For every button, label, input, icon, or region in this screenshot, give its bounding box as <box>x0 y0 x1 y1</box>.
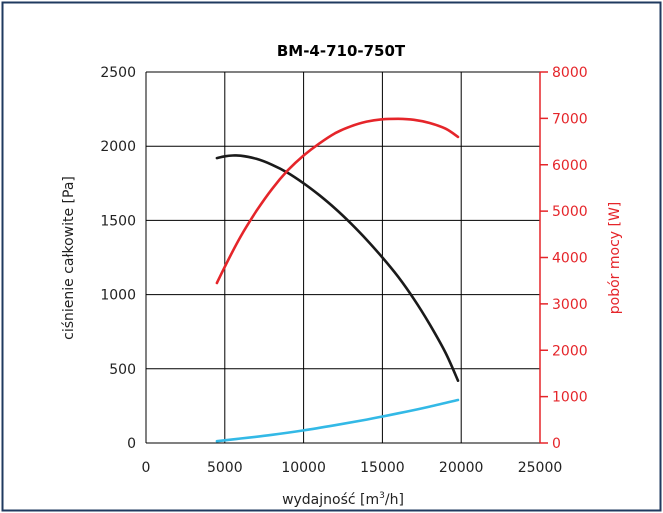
pressure-curve <box>215 154 460 382</box>
y-left-tick-label: 1500 <box>100 213 136 229</box>
y-right-tick-label: 7000 <box>552 111 588 127</box>
y-right-tick-label: 1000 <box>552 390 588 406</box>
power-curve <box>215 117 460 285</box>
x-tick-label: 0 <box>142 460 151 476</box>
x-tick-label: 10000 <box>281 460 326 476</box>
y-right-tick-label: 5000 <box>552 204 588 220</box>
y-axis-left-label: ciśnienie całkowite [Pa] <box>61 176 77 340</box>
y-left-tick-label: 0 <box>127 436 136 452</box>
x-tick-label: 25000 <box>518 460 563 476</box>
efficiency-curve <box>215 398 460 443</box>
y-left-tick-label: 2500 <box>100 65 136 81</box>
y-right-tick-label: 6000 <box>552 158 588 174</box>
y-right-tick-label: 4000 <box>552 251 588 267</box>
x-tick-label: 5000 <box>207 460 243 476</box>
y-right-tick-label: 0 <box>552 436 561 452</box>
y-right-tick-label: 3000 <box>552 297 588 313</box>
series-group <box>215 117 460 443</box>
y-axis-right-label: pobór mocy [W] <box>607 202 623 315</box>
y-left-tick-label: 500 <box>109 362 136 378</box>
x-tick-label: 15000 <box>360 460 405 476</box>
grid <box>145 71 548 444</box>
chart-title: BM-4-710-750T <box>277 42 406 60</box>
x-axis-label: wydajność [m3/h] <box>282 491 404 508</box>
tick-labels: 0 5000 10000 15000 20000 25000050010001500200… <box>100 65 587 476</box>
y-right-tick-label: 2000 <box>552 343 588 359</box>
y-right-tick-label: 8000 <box>552 65 588 81</box>
y-left-tick-label: 1000 <box>100 288 136 304</box>
x-tick-label: 20000 <box>439 460 484 476</box>
plot-area: 0 5000 10000 15000 20000 25000050010001500200… <box>100 65 587 476</box>
y-left-tick-label: 2000 <box>100 139 136 155</box>
